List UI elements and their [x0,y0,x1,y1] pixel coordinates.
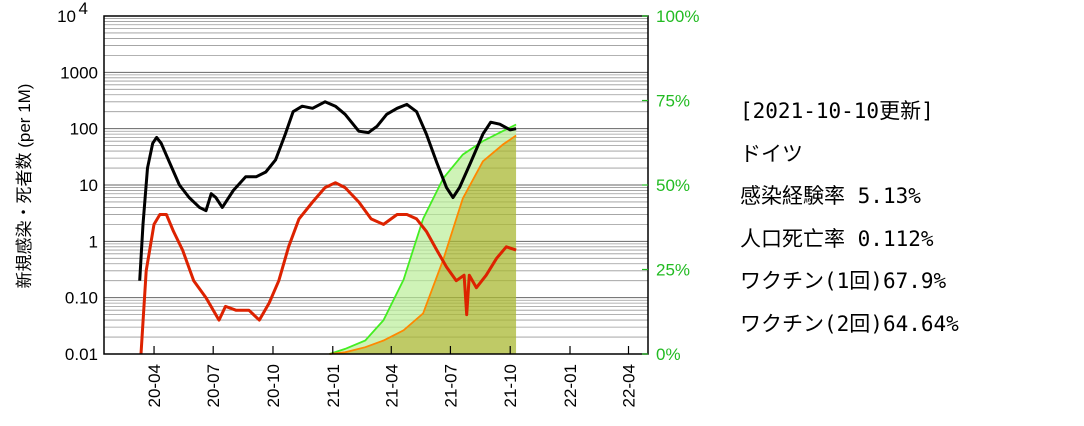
y-tick-label: 100 [70,120,98,139]
y2-tick-label: 100% [656,7,699,26]
vaccine-fill-layer [329,124,517,354]
death-rate-row: 人口死亡率 0.112% [740,218,959,261]
y-tick-label: 1000 [60,63,98,82]
x-axis-ticks: 20-04 20-07 20-10 21-01 21-04 21-07 21-10 22-01… [145,346,639,407]
y-tick-label: 10 [79,176,98,195]
x-tick-label: 20-10 [264,364,283,407]
x-tick-label: 21-04 [382,364,401,407]
info-panel: [2021-10-10更新] ドイツ 感染経験率 5.13% 人口死亡率 0.1… [740,90,959,345]
country-name: ドイツ [740,141,803,166]
vaccine1-label: ワクチン [740,269,824,293]
infection-rate-value: 5.13% [857,184,921,208]
deaths-line [139,181,517,355]
vaccine1-value: 67.9% [882,269,947,293]
x-tick-label: 20-04 [145,364,164,407]
vaccine2-area [329,135,517,354]
x-tick-label: 22-04 [620,364,639,407]
y-axis-label: 新規感染・死者数 (per 1M) [15,84,34,289]
series-layer [138,100,517,355]
update-date: [2021-10-10更新] [740,99,934,123]
y2-tick-label: 75% [656,92,690,111]
vaccine1-band [329,124,517,354]
death-rate-label: 人口死亡率 [740,226,845,251]
vaccine1-row: ワクチン(1回)67.9% [740,260,959,303]
y-tick-label: 0.10 [65,289,98,308]
vaccine2-dose: (2回) [824,311,883,336]
x-tick-label: 21-07 [441,364,460,407]
x-tick-label: 21-01 [324,364,343,407]
vaccine1-line [329,123,517,355]
y-tick-label: 0.01 [65,345,98,364]
vaccine2-line [329,134,517,355]
chart-grid [104,18,648,355]
infection-rate-label: 感染経験率 [740,184,845,208]
death-rate-value: 0.112% [857,226,934,251]
vaccine1-dose: (1回) [824,269,883,293]
vaccine2-row: ワクチン(2回)64.64% [740,303,959,346]
y2-tick-label: 50% [656,176,690,195]
x-tick-label: 20-07 [204,364,223,407]
vaccine2-label: ワクチン [740,311,824,336]
vaccine2-value: 64.64% [882,311,959,336]
y-tick-exponent: 4 [79,0,88,18]
y-tick-label: 10 [57,7,76,26]
cases-line [138,100,517,281]
y2-tick-label: 0% [656,345,681,364]
infection-rate-row: 感染経験率 5.13% [740,175,959,218]
x-tick-label: 22-01 [561,364,580,407]
y2-tick-label: 25% [656,261,690,280]
x-tick-label: 21-10 [501,364,520,407]
y-tick-label: 1 [89,232,98,251]
y2-axis-ticks: 0% 25% 50% 75% 100% [642,7,699,364]
